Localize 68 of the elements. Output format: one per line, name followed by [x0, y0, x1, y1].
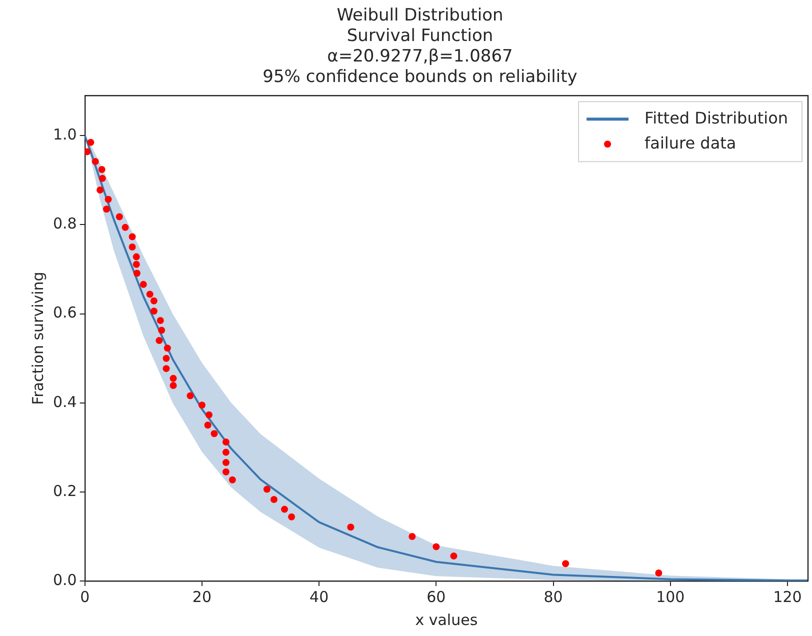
y-tick-label: 0.2 [52, 482, 77, 500]
point [103, 206, 110, 213]
point [186, 392, 194, 400]
y-axis-title: Fraction surviving [28, 272, 47, 405]
point [270, 496, 278, 504]
point [132, 253, 140, 260]
point [655, 569, 662, 576]
point [432, 543, 440, 550]
point [347, 524, 354, 531]
text: α=20.9277,β=1.0867 [327, 46, 513, 66]
point [164, 344, 171, 352]
x-tick-label: 60 [426, 588, 446, 606]
point [104, 196, 112, 203]
point [450, 552, 458, 560]
point [98, 166, 106, 174]
x-axis-title: x values [415, 610, 478, 629]
point [156, 316, 164, 324]
point [408, 532, 416, 540]
x-tick-label: 120 [773, 588, 802, 606]
point [140, 280, 147, 288]
text: 95% confidence bounds on reliability [262, 66, 578, 87]
point [128, 244, 136, 251]
x-tick-label: 100 [656, 588, 685, 606]
point [133, 270, 140, 277]
x-tick-label: 80 [544, 588, 563, 606]
y-tick-label: 0.8 [52, 214, 77, 233]
legend-label: Fitted Distribution [644, 108, 788, 128]
point [128, 233, 136, 240]
point [150, 308, 158, 315]
point [132, 260, 140, 268]
x-tick-label: 40 [310, 588, 329, 606]
point [204, 422, 212, 429]
text: Survival Function [346, 26, 494, 46]
point [87, 138, 94, 146]
x-tick-label: 20 [192, 588, 212, 606]
point [156, 337, 163, 344]
point [222, 468, 230, 476]
point [98, 174, 106, 182]
point [263, 486, 270, 493]
point [158, 326, 166, 334]
point [222, 459, 230, 466]
point [170, 374, 177, 382]
point [170, 382, 177, 390]
point [562, 560, 570, 568]
point [210, 430, 218, 438]
point [205, 411, 212, 418]
point [146, 290, 154, 298]
point [222, 448, 230, 456]
y-tick-label: 0.4 [52, 392, 77, 411]
point [288, 513, 296, 520]
point [198, 402, 206, 409]
point [84, 148, 91, 156]
point [222, 438, 230, 446]
point [162, 354, 170, 362]
legend-label: failure data [644, 133, 736, 152]
point [92, 158, 99, 166]
point [150, 297, 158, 304]
point [122, 224, 129, 231]
point [116, 213, 123, 220]
text: Weibull Distribution [336, 6, 504, 26]
point [281, 506, 288, 513]
y-tick-label: 1.0 [52, 126, 77, 144]
point [96, 186, 104, 194]
y-tick-label: 0.0 [52, 570, 77, 589]
point [162, 365, 170, 372]
y-tick-label: 0.6 [52, 304, 77, 322]
point [228, 476, 236, 484]
x-tick-label: 0 [80, 588, 90, 606]
